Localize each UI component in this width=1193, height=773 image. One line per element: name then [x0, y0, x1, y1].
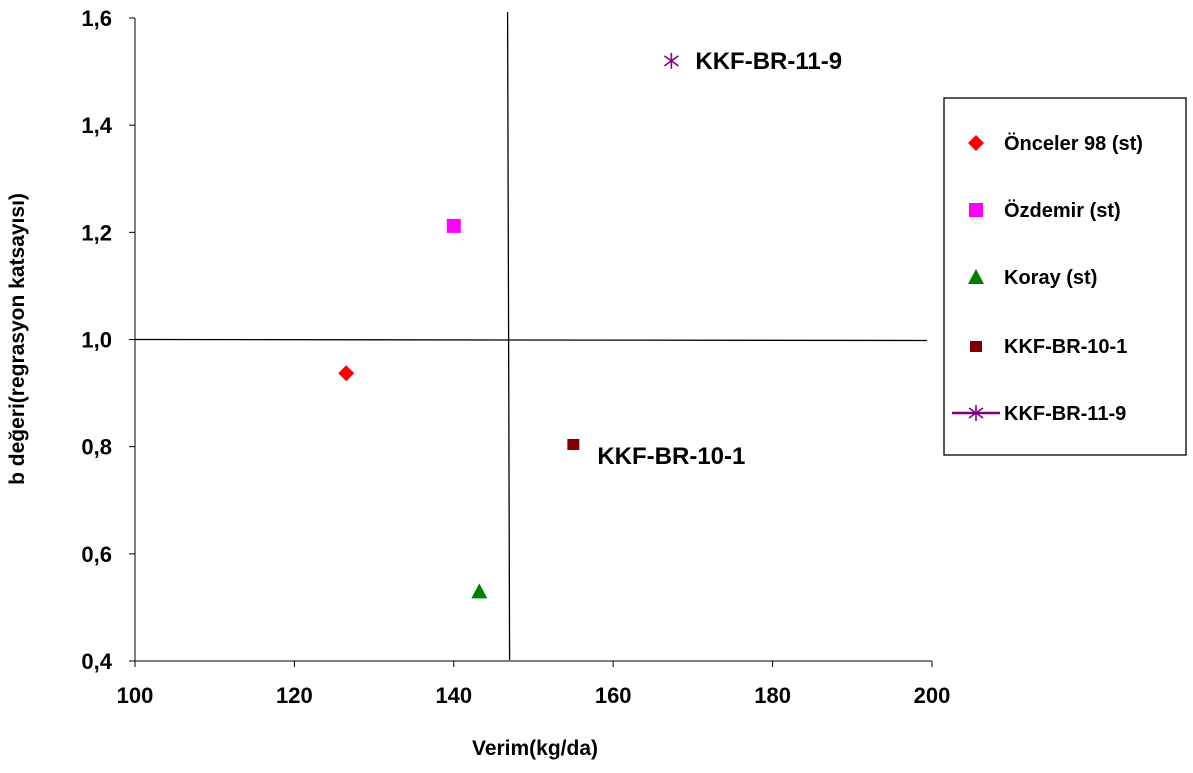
legend-marker	[969, 203, 983, 217]
data-points	[338, 52, 679, 599]
y-tick-label: 0,6	[81, 542, 112, 567]
y-tick-label: 1,4	[81, 113, 112, 138]
x-tick-label: 120	[276, 683, 313, 708]
y-tick-label: 0,4	[81, 649, 112, 674]
legend-label: Özdemir (st)	[1004, 199, 1121, 222]
legend-label: Koray (st)	[1004, 267, 1097, 289]
point-annotation: KKF-BR-11-9	[695, 48, 842, 75]
star-stroke	[968, 407, 984, 419]
tick-labels: 100 120 140 160 180 200 0,4 0,6 0,8 1,0 1,2 1,4 1,6	[81, 6, 950, 708]
data-point	[567, 438, 580, 450]
x-tick-label: 200	[914, 683, 951, 708]
data-point	[446, 218, 461, 233]
y-tick-label: 1,6	[81, 6, 112, 31]
x-tick-label: 180	[754, 683, 791, 708]
x-tick-label: 100	[117, 683, 154, 708]
legend-label: Önceler 98 (st)	[1004, 132, 1143, 155]
star-stroke	[663, 55, 679, 67]
legend-label: KKF-BR-11-9	[1004, 403, 1126, 425]
y-tick-label: 1,0	[81, 328, 112, 353]
reference-lines	[134, 11, 928, 661]
legend-marker	[970, 341, 982, 352]
legend: Önceler 98 (st) Özdemir (st) Koray (st) KKF…	[943, 97, 1187, 456]
x-tick-label: 140	[435, 683, 472, 708]
y-axis-title: b değeri(regrasyon katsayısı)	[6, 193, 29, 485]
x-axis-title: Verim(kg/da)	[472, 737, 598, 760]
vertical-reference-line	[506, 11, 511, 661]
annotations: KKF-BR-11-9 KKF-BR-10-1	[597, 48, 842, 470]
legend-box	[943, 97, 1187, 456]
data-point	[338, 365, 355, 382]
data-point	[471, 583, 488, 599]
legend-marker	[968, 135, 984, 151]
point-annotation: KKF-BR-10-1	[597, 443, 745, 470]
legend-label: KKF-BR-10-1	[1004, 336, 1127, 358]
y-tick-label: 0,8	[81, 435, 112, 460]
legend-marker	[968, 405, 984, 421]
x-tick-label: 160	[595, 683, 632, 708]
data-point	[663, 52, 679, 69]
y-tick-label: 1,2	[81, 220, 112, 245]
legend-marker	[968, 269, 984, 284]
horizontal-reference-line	[134, 338, 928, 342]
axes	[129, 17, 933, 667]
